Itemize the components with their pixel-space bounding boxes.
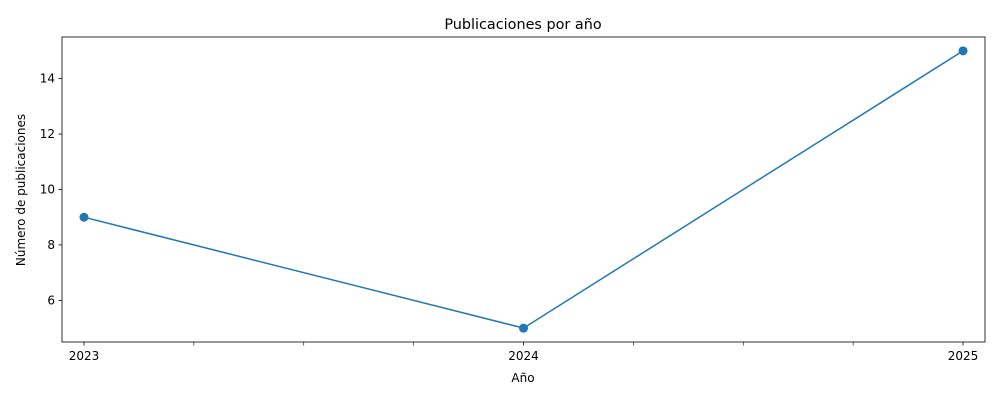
data-point [958, 46, 968, 56]
series-line [83, 50, 964, 329]
y-tick-label: 12 [40, 127, 55, 141]
y-tick-label: 8 [47, 238, 55, 252]
y-tick-label: 6 [47, 293, 55, 307]
x-tick-label: 2024 [508, 349, 539, 363]
x-tick-label: 2025 [948, 349, 979, 363]
y-axis-title: Número de publicaciones [14, 114, 28, 266]
y-tick-label: 14 [40, 72, 55, 86]
x-tick-label: 2023 [69, 349, 100, 363]
data-point [79, 212, 89, 222]
plot-area: 6 8 10 12 14 2023 2024 2025 [40, 36, 986, 363]
plot-frame [61, 36, 986, 343]
x-axis-title: Año [511, 371, 534, 385]
data-point [519, 323, 528, 333]
chart-title: Publicaciones por año [444, 17, 602, 33]
y-tick-label: 10 [40, 183, 55, 197]
